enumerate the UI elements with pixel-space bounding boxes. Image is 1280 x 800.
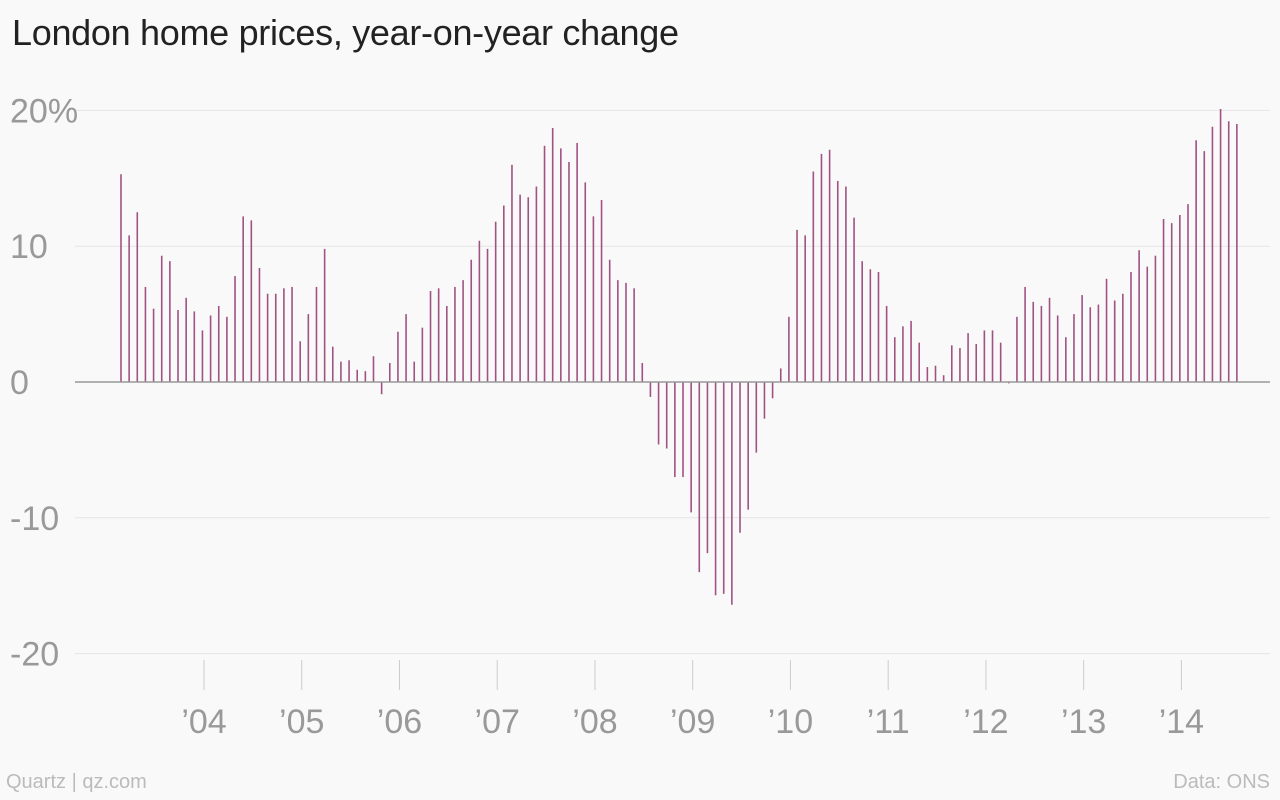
x-axis-ticks: ’04 ’05 ’06 ’07 ’08 ’09 ’10 ’11 ’12 ’13 ’14	[181, 660, 1204, 741]
bar-series	[120, 109, 1238, 605]
y-tick-label: 20%	[10, 92, 78, 130]
grid-lines	[75, 109, 1270, 655]
y-tick-label: 0	[10, 364, 29, 402]
x-tick-label: ’13	[1061, 703, 1106, 741]
y-tick-label: -10	[10, 500, 59, 538]
x-tick-label: ’14	[1159, 703, 1204, 741]
y-tick-label: -20	[10, 636, 59, 674]
x-tick-label: ’11	[867, 703, 910, 741]
x-tick-label: ’08	[572, 703, 617, 741]
y-axis-ticks: 20% 10 0 -10 -20	[10, 92, 78, 673]
source-text: Data: ONS	[1173, 771, 1270, 793]
x-tick-label: ’06	[377, 703, 422, 741]
chart-title: London home prices, year-on-year change	[12, 12, 679, 53]
x-tick-label: ’04	[181, 703, 226, 741]
x-tick-label: ’07	[475, 703, 520, 741]
x-tick-label: ’09	[670, 703, 715, 741]
x-tick-label: ’10	[768, 703, 813, 741]
x-tick-label: ’12	[963, 703, 1008, 741]
credit-text: Quartz | qz.com	[6, 771, 147, 793]
x-tick-label: ’05	[279, 703, 324, 741]
y-tick-label: 10	[10, 228, 48, 266]
